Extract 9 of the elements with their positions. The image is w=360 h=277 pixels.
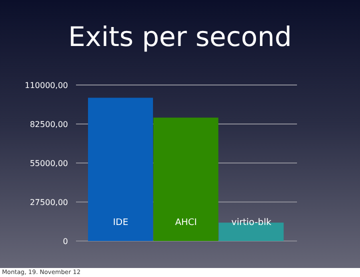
y-tick-label: 55000,00	[30, 158, 68, 168]
x-tick-label: AHCI	[175, 218, 197, 228]
x-tick-label: virtio-blk	[231, 218, 272, 228]
y-tick-label: 82500,00	[30, 120, 68, 129]
y-tick-label: 110000,00	[24, 80, 68, 90]
chart-title: Exits per second	[67, 22, 293, 53]
x-tick-label: IDE	[113, 218, 129, 228]
y-tick-label: 27500,00	[30, 198, 68, 207]
y-tick-label: 0	[62, 236, 68, 246]
